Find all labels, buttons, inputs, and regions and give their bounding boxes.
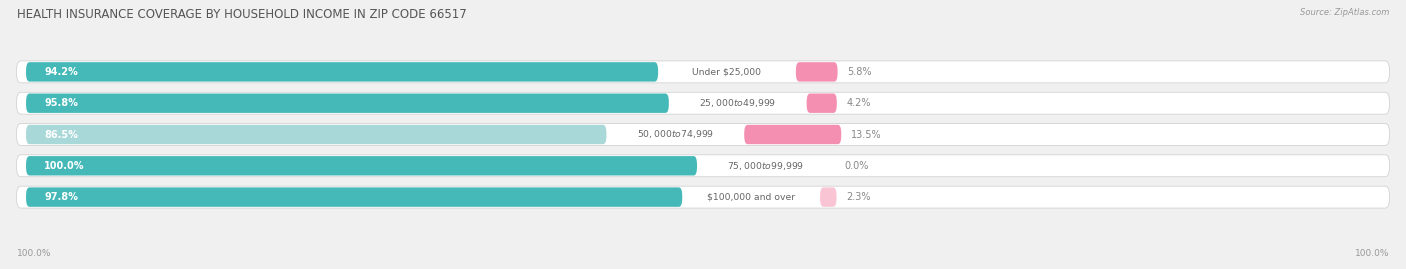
FancyBboxPatch shape: [820, 187, 837, 207]
Text: 100.0%: 100.0%: [44, 161, 84, 171]
Text: 86.5%: 86.5%: [44, 129, 77, 140]
FancyBboxPatch shape: [744, 125, 841, 144]
Text: 97.8%: 97.8%: [44, 192, 77, 202]
Text: 94.2%: 94.2%: [44, 67, 77, 77]
Text: Under $25,000: Under $25,000: [693, 68, 762, 76]
Text: $50,000 to $74,999: $50,000 to $74,999: [637, 129, 714, 140]
Text: HEALTH INSURANCE COVERAGE BY HOUSEHOLD INCOME IN ZIP CODE 66517: HEALTH INSURANCE COVERAGE BY HOUSEHOLD I…: [17, 8, 467, 21]
Text: 4.2%: 4.2%: [846, 98, 870, 108]
FancyBboxPatch shape: [17, 61, 1389, 83]
Text: 5.8%: 5.8%: [848, 67, 872, 77]
FancyBboxPatch shape: [27, 125, 606, 144]
FancyBboxPatch shape: [27, 62, 658, 82]
FancyBboxPatch shape: [27, 187, 682, 207]
FancyBboxPatch shape: [796, 62, 838, 82]
Text: 2.3%: 2.3%: [846, 192, 870, 202]
Text: 0.0%: 0.0%: [845, 161, 869, 171]
Text: 100.0%: 100.0%: [1354, 249, 1389, 258]
FancyBboxPatch shape: [807, 94, 837, 113]
Text: Source: ZipAtlas.com: Source: ZipAtlas.com: [1299, 8, 1389, 17]
FancyBboxPatch shape: [27, 156, 697, 175]
FancyBboxPatch shape: [27, 94, 669, 113]
FancyBboxPatch shape: [17, 123, 1389, 146]
FancyBboxPatch shape: [17, 155, 1389, 177]
Text: 100.0%: 100.0%: [17, 249, 52, 258]
FancyBboxPatch shape: [17, 186, 1389, 208]
Text: 13.5%: 13.5%: [851, 129, 882, 140]
Text: $75,000 to $99,999: $75,000 to $99,999: [727, 160, 804, 172]
FancyBboxPatch shape: [17, 92, 1389, 114]
Text: $25,000 to $49,999: $25,000 to $49,999: [699, 97, 776, 109]
Text: $100,000 and over: $100,000 and over: [707, 193, 796, 201]
Text: 95.8%: 95.8%: [44, 98, 77, 108]
